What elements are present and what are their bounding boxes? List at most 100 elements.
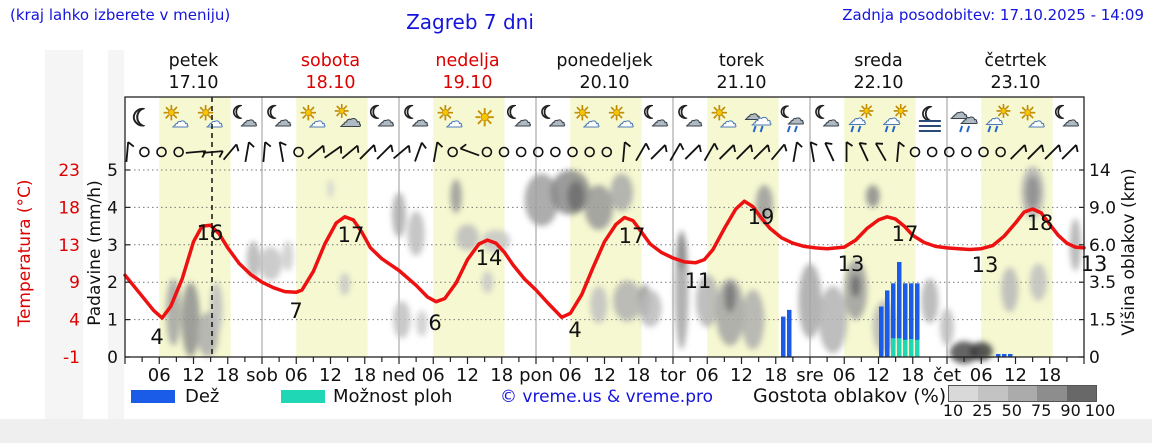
cloud-blob [613,280,642,322]
location-hint[interactable]: (kraj lahko izberete v meniju) [10,6,231,24]
moon-glyph: ☾ [643,103,659,124]
moon-glyph: ☾ [780,103,794,122]
page-bottom-band [0,419,1152,443]
moon-glyph: ☾ [403,103,419,124]
cloud-blob [638,289,662,328]
cloud-blob [393,300,411,339]
weather-icon-sun-cloud-rain: ☀☁ [848,101,875,133]
wind-barb-icon [125,141,135,163]
sun-glyph: ☀ [197,101,215,125]
shower-bar [897,338,902,357]
temp-value-label: 13 [972,253,999,277]
weather-icon-sun-cloud-rain: ☀☁ [882,101,909,133]
temp-value-label: 17 [892,222,919,246]
rain-legend-swatch [131,390,175,403]
wind-barb-shaft [1044,144,1060,160]
cloud-blob [1069,218,1082,271]
wind-barb-feather [127,141,135,148]
hour-tick-label: 06 [559,365,582,386]
wind-barb-feather [1023,144,1028,153]
shower-legend-label: Možnost ploh [333,386,453,407]
axis-margin-strip [108,50,124,419]
precip-tick-label: 1 [107,311,118,331]
wind-barb-icon [824,142,835,162]
cloud-glyph: ☁ [720,112,737,132]
hour-tick-label: 18 [490,365,513,386]
cloud-blob [339,272,350,296]
wind-barb-feather [248,141,255,148]
moon-glyph: ☾ [131,104,153,132]
wind-barb-icon [718,144,737,160]
temp-tick-label: 4 [69,311,80,331]
cloud-glyph: ☁ [240,111,257,131]
wind-calm-icon [961,146,972,158]
hour-tick-label: 18 [1038,365,1061,386]
sun-glyph: ☀ [1019,101,1037,125]
wind-barb-icon [278,141,287,163]
rain-bar [996,354,1001,357]
wind-barb-shaft [650,144,666,160]
weather-icon-moon-cloud: ☾☁ [266,102,293,132]
wind-calm-icon [498,146,510,158]
hour-tick-label: 18 [216,365,239,386]
wind-barb-feather [767,144,771,153]
rain-drop [759,125,764,133]
wind-barb-shaft [753,144,769,160]
cloud-blob [940,308,954,346]
wind-barb-shaft [1027,144,1043,160]
sun-glyph: ☀ [436,101,454,125]
hour-tick-label: 12 [456,365,479,386]
wind-barb-shaft [376,144,392,160]
cloud-blob [851,274,861,298]
precip-tick-label: 3 [107,236,118,256]
precipitation-axis-label: Padavine (mm/h) [85,180,105,325]
temp-value-label: 13 [838,252,865,276]
hour-tick-label: 18 [901,365,924,386]
wind-barb-icon [432,141,444,163]
cloud-tick-label: 1.5 [1089,311,1116,331]
cloud-blob [1025,175,1040,210]
cloud-blob [865,184,880,208]
wind-barb-shaft [858,142,869,162]
weather-icon-moon-cloud: ☾☁ [642,102,669,132]
density-swatch [1066,386,1097,401]
weather-icon-sun-cloud: ☀☁ [710,101,737,133]
copyright-link[interactable]: © vreme.us & vreme.pro [500,387,714,407]
cloud-glyph: ☁ [617,112,634,132]
shower-bar [915,339,920,357]
wind-barb-shaft [262,141,267,163]
hour-tick-label: 12 [867,365,890,386]
cloud-blob [741,289,765,350]
wind-barb-feather [279,141,287,146]
weather-icon-moon-cloud: ☾☁ [505,102,532,132]
cloud-blob [210,282,223,335]
cloud-glyph: ☁ [823,111,840,131]
cloud-glyph: ☁ [583,112,600,132]
cloud-tick-label: 9.0 [1089,198,1116,218]
wind-barb-feather [235,144,240,152]
moon-glyph: ☾ [506,103,522,124]
weather-icon-sun-cloud: ☀☁ [299,101,326,133]
temp-tick-label: 18 [58,198,80,218]
wind-barb-feather [749,144,754,153]
density-tick-label: 90 [1060,401,1081,420]
moon-glyph: ☾ [677,103,693,124]
density-swatch [1037,386,1067,401]
cloud-blob [481,229,511,253]
wind-calm-icon [156,146,167,158]
wind-calm-icon [567,146,578,158]
cloud-blob [610,173,634,212]
density-tick-label: 50 [1001,401,1022,420]
temp-value-label: 7 [289,299,302,323]
day-name-label: petek [169,51,220,71]
weather-icon-moon-cloud-rain: ☾☁ [779,102,805,133]
wind-barb-shaft [278,141,285,163]
cloud-blob [246,241,261,279]
rain-bar [909,283,914,357]
density-swatch [949,386,979,401]
cloud-blob [715,278,745,346]
wind-barb-feather [218,150,224,158]
shower-bar [909,339,914,357]
cloud-layer [166,166,1082,364]
